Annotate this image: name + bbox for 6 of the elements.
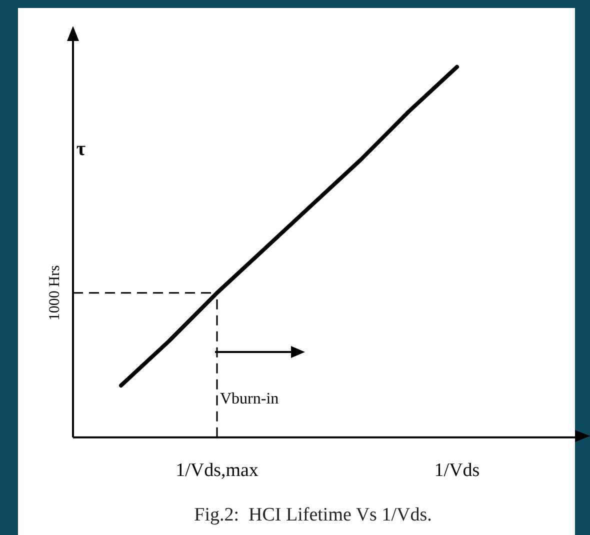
text: Fig.2: HCI Lifetime Vs 1/Vds.: [194, 504, 432, 526]
x-tick-label: 1/Vds: [434, 460, 480, 481]
ref-line-label: 1000 Hrs: [46, 265, 63, 321]
annotation: Vburn-in: [220, 390, 279, 408]
y-axis-title: τ: [76, 138, 86, 160]
x-tick-label: 1/Vds,max: [176, 460, 259, 481]
